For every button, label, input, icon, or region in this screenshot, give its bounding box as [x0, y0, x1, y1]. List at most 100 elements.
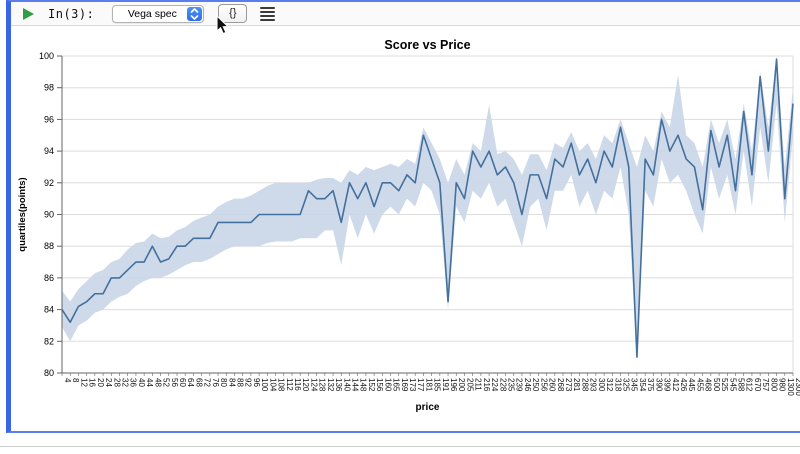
x-tick-label: 325	[622, 378, 631, 392]
x-tick-label: 2300	[794, 378, 800, 396]
x-tick-label: 288	[580, 378, 589, 392]
x-tick-label: 140	[342, 378, 351, 392]
select-caret-icon	[187, 6, 203, 21]
output-type-select-value: Vega spec	[127, 7, 177, 20]
x-tick-label: 239	[515, 378, 524, 392]
x-tick-label: 246	[523, 378, 532, 392]
x-tick-label: 36	[129, 378, 138, 387]
x-tick-label: 318	[613, 378, 622, 392]
x-tick-label: 181	[424, 378, 433, 392]
x-tick-label: 136	[334, 378, 343, 392]
x-tick-label: 612	[745, 378, 754, 392]
median-line	[61, 58, 794, 358]
page-divider	[0, 446, 800, 447]
x-tick-label: 28	[112, 378, 121, 387]
x-tick-label: 426	[679, 378, 688, 392]
x-tick-label: 260	[548, 378, 557, 392]
x-tick-label: 390	[654, 378, 663, 392]
x-tick-label: 293	[589, 378, 598, 392]
x-tick-label: 525	[720, 378, 729, 392]
run-cell-button[interactable]	[23, 7, 34, 20]
x-tick-label: 191	[441, 378, 450, 392]
y-tick-label: 82	[44, 336, 54, 346]
x-tick-label: 757	[761, 378, 770, 392]
x-tick-label: 468	[704, 378, 713, 392]
x-tick-label: 300	[597, 378, 606, 392]
x-tick-label: 256	[539, 378, 548, 392]
y-tick-label: 98	[44, 83, 54, 93]
x-tick-label: 399	[663, 378, 672, 392]
x-tick-label: 96	[252, 378, 261, 387]
quartile-band	[62, 56, 793, 358]
x-tick-label: 800	[769, 378, 778, 392]
x-tick-label: 177	[416, 378, 425, 392]
x-tick-label: 8	[71, 378, 80, 383]
y-axis-title: quartiles(points)	[17, 177, 28, 251]
x-tick-label: 185	[433, 378, 442, 392]
braces-button[interactable]: {}	[218, 4, 248, 23]
x-tick-label: 144	[350, 378, 359, 392]
x-tick-label: 72	[203, 378, 212, 387]
x-tick-label: 445	[687, 378, 696, 392]
x-tick-label: 40	[137, 378, 146, 387]
y-tick-label: 80	[44, 368, 54, 378]
x-tick-label: 588	[737, 378, 746, 392]
y-tick-label: 84	[44, 305, 54, 315]
x-tick-label: 124	[309, 378, 318, 392]
y-tick-label: 88	[44, 241, 54, 251]
x-tick-label: 56	[170, 378, 179, 387]
x-tick-label: 148	[359, 378, 368, 392]
x-tick-label: 48	[153, 378, 162, 387]
y-tick-label: 90	[44, 210, 54, 220]
x-tick-label: 228	[498, 378, 507, 392]
x-tick-label: 670	[753, 378, 762, 392]
x-tick-label: 1300	[786, 378, 795, 396]
cell-menu-button[interactable]	[259, 4, 276, 24]
x-tick-label: 173	[408, 378, 417, 392]
output-type-select[interactable]: Vega spec	[112, 4, 205, 23]
x-tick-label: 152	[367, 378, 376, 392]
x-tick-label: 24	[104, 378, 113, 387]
x-tick-label: 132	[326, 378, 335, 392]
x-tick-label: 84	[227, 378, 236, 387]
x-tick-label: 268	[556, 378, 565, 392]
y-tick-label: 94	[44, 146, 54, 156]
x-tick-label: 273	[564, 378, 573, 392]
x-tick-label: 64	[186, 378, 195, 387]
x-tick-label: 205	[465, 378, 474, 392]
x-axis-title: price	[416, 402, 440, 413]
x-tick-label: 52	[162, 378, 171, 387]
x-tick-label: 211	[474, 378, 483, 391]
chart-title: Score vs Price	[384, 38, 470, 52]
x-tick-label: 169	[400, 378, 409, 392]
y-tick-label: 92	[44, 178, 54, 188]
x-tick-label: 80	[219, 378, 228, 387]
x-tick-label: 345	[630, 378, 639, 392]
x-tick-label: 116	[293, 378, 302, 391]
x-tick-label: 455	[695, 378, 704, 392]
x-tick-label: 200	[457, 378, 466, 392]
x-tick-label: 250	[531, 378, 540, 392]
x-tick-label: 60	[178, 378, 187, 387]
x-tick-label: 500	[712, 378, 721, 392]
x-tick-label: 354	[638, 378, 647, 392]
x-tick-label: 120	[301, 378, 310, 392]
x-tick-label: 160	[383, 378, 392, 392]
notebook-cell: In(3): Vega spec {} 80 82 84 86 88 90 92 94 96 98…	[6, 0, 800, 433]
x-tick-label: 216	[482, 378, 491, 392]
y-tick-label: 100	[39, 51, 54, 61]
x-tick-label: 108	[277, 378, 286, 392]
x-tick-label: 44	[145, 378, 154, 387]
x-tick-label: 88	[235, 378, 244, 387]
x-tick-label: 312	[605, 378, 614, 392]
x-tick-label: 104	[268, 378, 277, 392]
vega-chart: 80 82 84 86 88 90 92 94 96 98 100 4 8 12 16 20 24 28 32 36 4…	[11, 27, 800, 432]
x-tick-label: 4	[63, 378, 72, 383]
x-tick-label: 980	[778, 378, 787, 392]
x-tick-label: 16	[88, 378, 97, 387]
x-tick-label: 156	[375, 378, 384, 392]
cell-toolbar: In(3): Vega spec {}	[11, 2, 800, 26]
x-tick-label: 545	[728, 378, 737, 392]
x-tick-label: 76	[211, 378, 220, 387]
